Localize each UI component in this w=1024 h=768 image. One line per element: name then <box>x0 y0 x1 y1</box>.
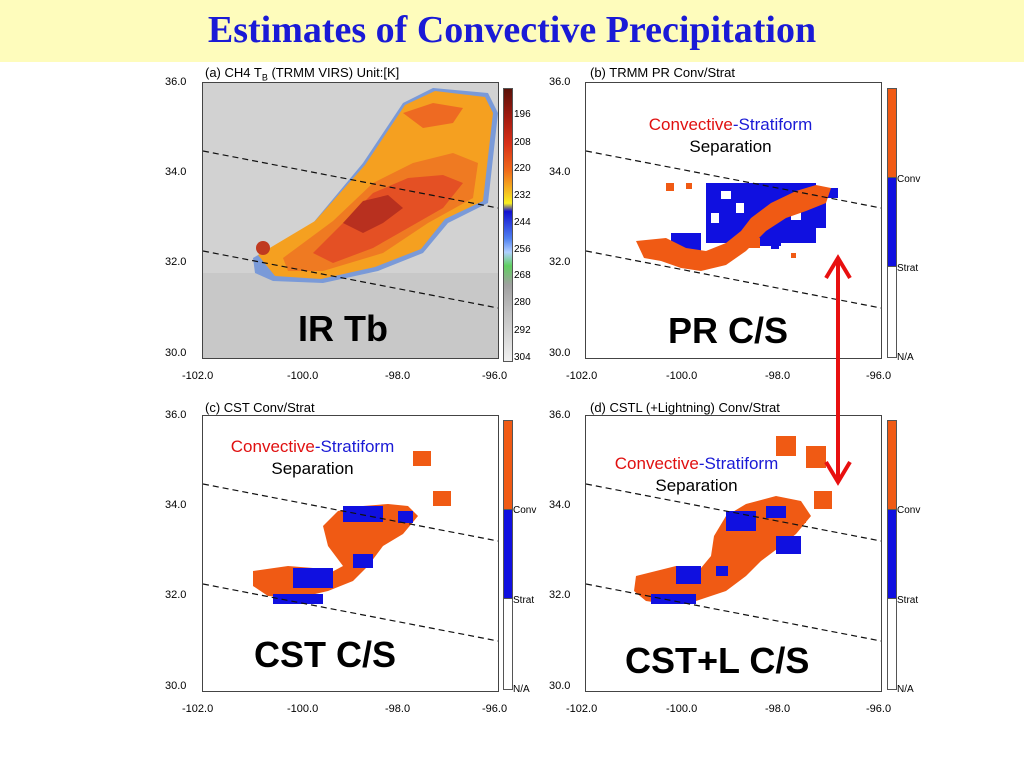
y-tick-30: 30.0 <box>165 680 187 692</box>
slide-title: Estimates of Convective Precipitation <box>207 9 817 51</box>
y-tick-32: 32.0 <box>165 589 187 601</box>
x-tick-96: -96.0 <box>482 703 508 715</box>
panel-c-cbar-strat <box>503 509 513 599</box>
y-tick-32: 32.0 <box>549 256 571 268</box>
panel-c-separation-text: Convective-Stratiform Separation <box>230 437 395 478</box>
cbar-label-220: 220 <box>514 163 531 174</box>
cbar-label-256: 256 <box>514 244 531 255</box>
legend-conv: Conv <box>513 505 537 516</box>
legend-strat: Strat <box>513 595 535 606</box>
y-tick-30: 30.0 <box>549 347 571 359</box>
legend-strat: Strat <box>897 263 919 274</box>
y-tick-32: 32.0 <box>549 589 571 601</box>
x-tick-100: -100.0 <box>666 370 698 382</box>
panel-b-label: PR C/S <box>668 310 789 351</box>
x-tick-100: -100.0 <box>287 703 319 715</box>
legend-conv: Conv <box>897 505 921 516</box>
cbar-label-196: 196 <box>514 109 531 120</box>
panel-a-map <box>202 82 499 359</box>
x-tick-102: -102.0 <box>566 370 598 382</box>
panel-c-title: (c) CST Conv/Strat <box>205 400 315 415</box>
panel-a-colorbar <box>503 88 513 362</box>
x-tick-98: -98.0 <box>385 370 411 382</box>
y-tick-32: 32.0 <box>165 256 187 268</box>
x-tick-98: -98.0 <box>385 703 411 715</box>
x-tick-96: -96.0 <box>482 370 508 382</box>
panel-d-cbar-strat <box>887 509 897 599</box>
panel-b-cbar-conv <box>887 88 897 178</box>
y-tick-34: 34.0 <box>549 499 571 511</box>
cbar-label-304: 304 <box>514 352 531 363</box>
cbar-label-232: 232 <box>514 190 531 201</box>
y-tick-36: 36.0 <box>549 76 571 88</box>
cbar-label-280: 280 <box>514 297 531 308</box>
y-tick-30: 30.0 <box>165 347 187 359</box>
panel-d-cbar-na <box>887 598 897 690</box>
panel-a-title: (a) CH4 TB (TRMM VIRS) Unit:[K] <box>205 65 400 83</box>
cbar-label-208: 208 <box>514 137 531 148</box>
cbar-label-268: 268 <box>514 270 531 281</box>
x-tick-102: -102.0 <box>182 703 214 715</box>
x-tick-98: -98.0 <box>765 370 791 382</box>
x-tick-102: -102.0 <box>182 370 214 382</box>
panel-c-cbar-na <box>503 598 513 690</box>
x-tick-96: -96.0 <box>866 703 892 715</box>
legend-strat: Strat <box>897 595 919 606</box>
panel-a-label: IR Tb <box>298 308 388 349</box>
panel-b-cbar-na <box>887 266 897 358</box>
title-banner <box>0 0 1024 62</box>
panel-c-label: CST C/S <box>254 634 397 675</box>
legend-conv: Conv <box>897 174 921 185</box>
panel-b-map <box>585 82 882 359</box>
cbar-label-292: 292 <box>514 325 531 336</box>
x-tick-102: -102.0 <box>566 703 598 715</box>
panel-b-separation-text: Convective-Stratiform Separation <box>648 115 813 156</box>
y-tick-34: 34.0 <box>165 166 187 178</box>
y-tick-30: 30.0 <box>549 680 571 692</box>
x-tick-100: -100.0 <box>666 703 698 715</box>
panel-d-title: (d) CSTL (+Lightning) Conv/Strat <box>590 400 780 415</box>
panel-d-map <box>585 415 882 692</box>
y-tick-36: 36.0 <box>165 76 187 88</box>
x-tick-98: -98.0 <box>765 703 791 715</box>
legend-na: N/A <box>897 352 914 363</box>
y-tick-34: 34.0 <box>549 166 571 178</box>
y-tick-36: 36.0 <box>165 409 187 421</box>
panel-d-label: CST+L C/S <box>625 640 810 681</box>
panel-b-cbar-strat <box>887 177 897 267</box>
panel-d-separation-text: Convective-Stratiform Separation <box>614 454 779 495</box>
panel-c-map <box>202 415 499 692</box>
x-tick-100: -100.0 <box>287 370 319 382</box>
y-tick-34: 34.0 <box>165 499 187 511</box>
cbar-label-244: 244 <box>514 217 531 228</box>
panel-c-cbar-conv <box>503 420 513 510</box>
panel-b-title: (b) TRMM PR Conv/Strat <box>590 65 735 80</box>
x-tick-96: -96.0 <box>866 370 892 382</box>
comparison-arrow-icon <box>824 254 852 486</box>
panel-d-cbar-conv <box>887 420 897 510</box>
legend-na: N/A <box>513 684 530 695</box>
legend-na: N/A <box>897 684 914 695</box>
y-tick-36: 36.0 <box>549 409 571 421</box>
